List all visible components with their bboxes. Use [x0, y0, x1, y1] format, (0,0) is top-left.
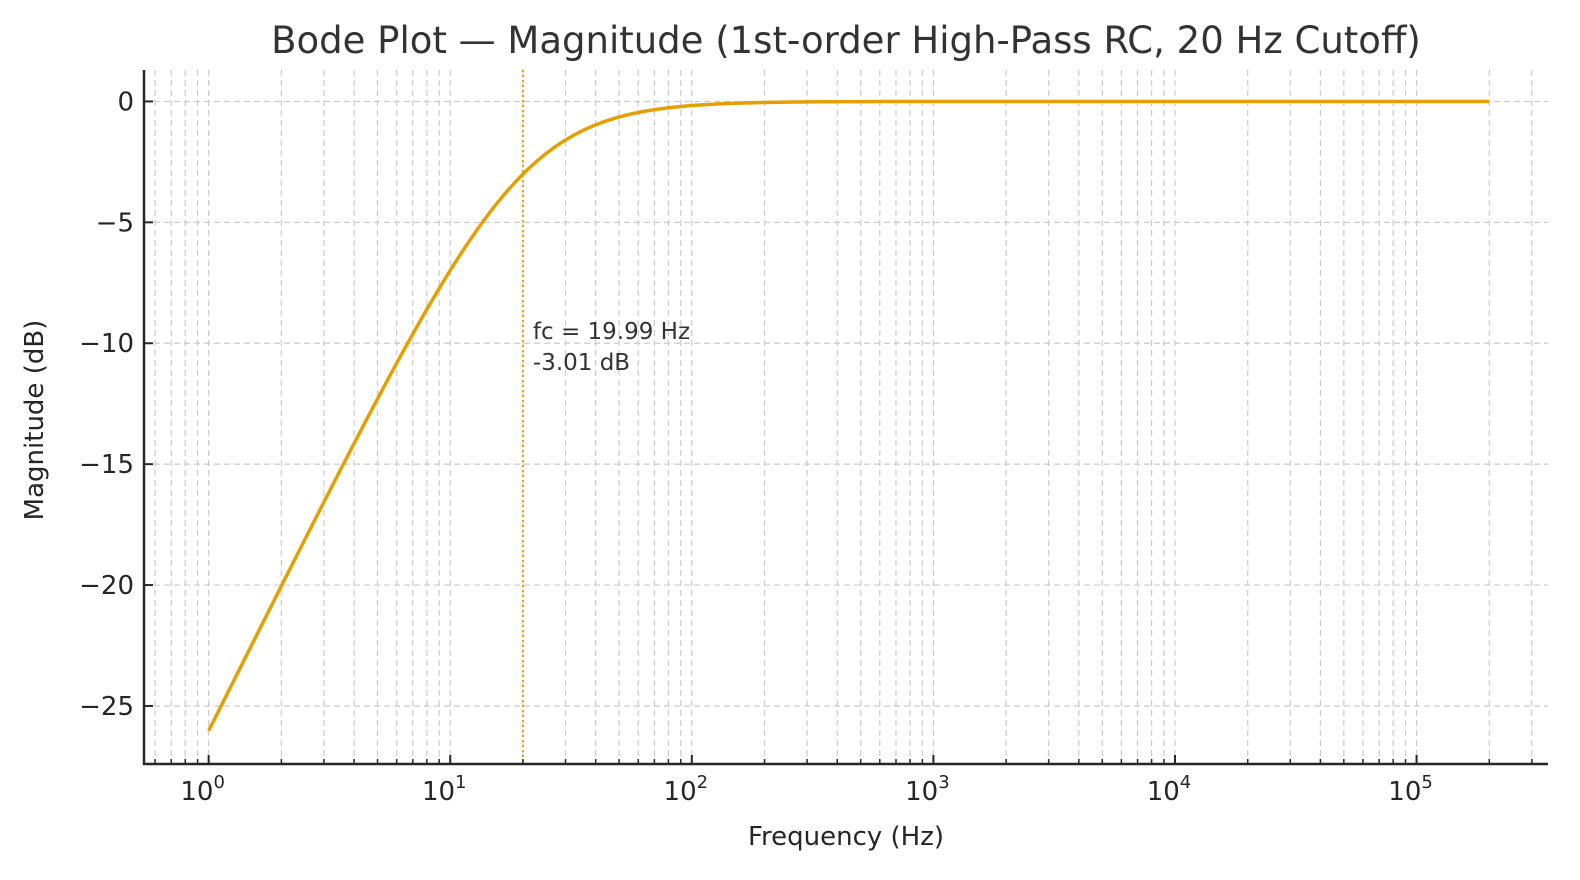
annotation-line: fc = 19.99 Hz [533, 319, 690, 345]
chart-title: Bode Plot — Magnitude (1st-order High-Pa… [271, 19, 1421, 62]
y-axis-label: Magnitude (dB) [20, 320, 50, 521]
x-tick-label: 101 [422, 772, 467, 807]
magnitude-curve [207, 99, 1490, 732]
grid-lines [144, 70, 1548, 764]
y-tick-label: −10 [79, 329, 134, 359]
magnitude-series [207, 99, 1490, 732]
y-tick-label: −20 [79, 571, 134, 601]
y-tick-label: 0 [117, 87, 134, 117]
y-tick-label: −25 [79, 692, 134, 722]
x-tick-label: 102 [664, 772, 709, 807]
annotation-line: -3.01 dB [533, 350, 630, 376]
x-tick-label: 105 [1388, 772, 1433, 807]
x-tick-label: 104 [1147, 772, 1192, 807]
x-axis-label: Frequency (Hz) [748, 822, 944, 852]
cutoff-annotation: fc = 19.99 Hz -3.01 dB [533, 319, 690, 376]
y-tick-label: −5 [96, 208, 134, 238]
y-axis-ticks: 0 −5 −10 −15 −20 −25 [79, 87, 153, 722]
y-tick-label: −15 [79, 450, 134, 480]
x-tick-label: 103 [905, 772, 950, 807]
x-tick-label: 100 [180, 772, 225, 807]
